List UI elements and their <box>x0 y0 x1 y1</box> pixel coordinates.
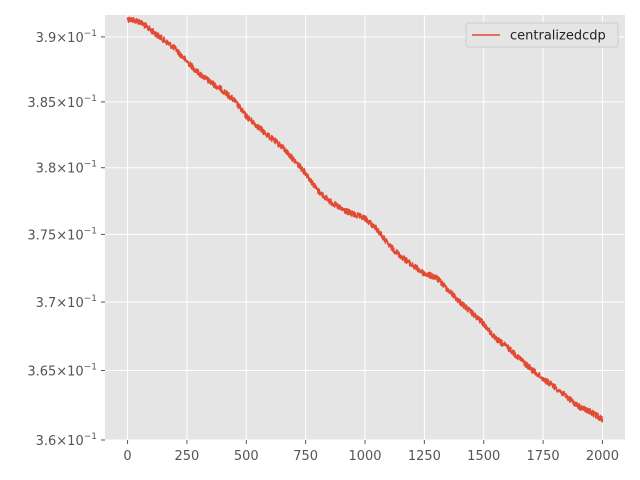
x-tick-label: 1250 <box>408 449 441 464</box>
y-tick-label: 3.75×10−1 <box>27 226 97 243</box>
y-tick-label: 3.8×10−1 <box>36 160 97 177</box>
x-tick-label: 0 <box>123 449 131 464</box>
x-tick-label: 1000 <box>348 449 381 464</box>
x-tick-label: 2000 <box>586 449 619 464</box>
x-tick-label: 1750 <box>527 449 560 464</box>
y-tick-label: 3.9×10−1 <box>36 29 97 46</box>
y-axis: 3.6×10−1 3.65×10−1 3.7×10−1 3.75×10−1 3.8×10… <box>27 29 105 449</box>
x-axis: 0 250 500 750 1000 1250 1500 1750 2000 <box>123 440 619 464</box>
legend: centralizedcdp <box>465 22 619 48</box>
x-tick-label: 1500 <box>467 449 500 464</box>
legend-box <box>465 22 619 48</box>
x-tick-label: 750 <box>293 449 318 464</box>
series-layer <box>126 16 604 423</box>
legend-label-centralizedcdp: centralizedcdp <box>510 29 606 44</box>
y-tick-label: 3.6×10−1 <box>36 432 97 449</box>
series-line-centralizedcdp <box>126 16 604 423</box>
y-tick-label: 3.85×10−1 <box>27 94 97 111</box>
x-tick-label: 500 <box>234 449 259 464</box>
y-tick-label: 3.65×10−1 <box>27 363 97 380</box>
y-tick-label: 3.7×10−1 <box>36 294 97 311</box>
x-tick-label: 250 <box>175 449 200 464</box>
